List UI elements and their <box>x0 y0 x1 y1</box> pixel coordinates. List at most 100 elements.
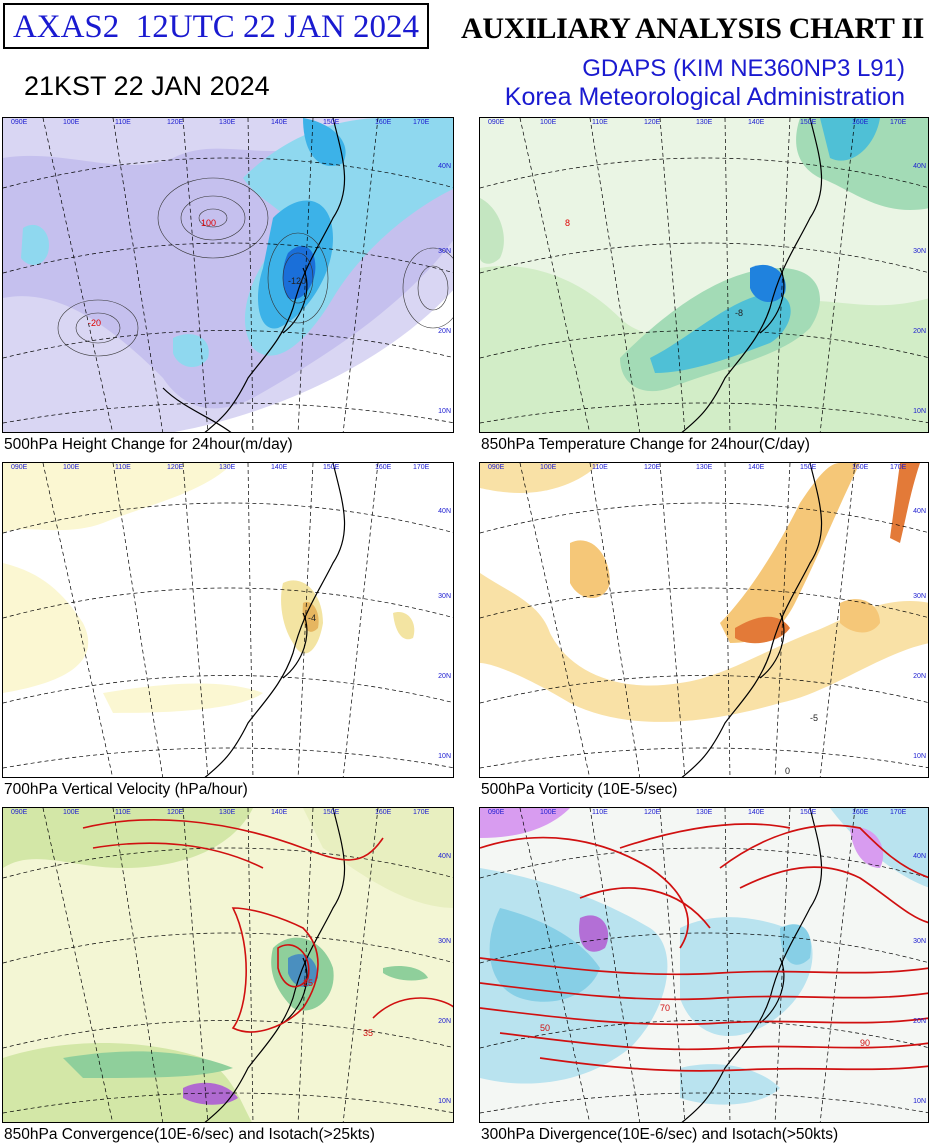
lat-tick-label: 10N <box>913 753 926 760</box>
lat-tick-label: 10N <box>438 753 451 760</box>
lon-tick-label: 160E <box>375 809 392 816</box>
lon-tick-label: 170E <box>890 119 907 126</box>
lat-tick-label: 20N <box>438 328 451 335</box>
lat-tick-label: 30N <box>913 593 926 600</box>
lon-tick-label: 090E <box>488 119 505 126</box>
lon-tick-label: 170E <box>413 809 430 816</box>
lon-tick-label: 100E <box>540 809 557 816</box>
map-canvas <box>480 808 928 1122</box>
lat-lon-grid <box>3 463 453 777</box>
contour-label: -4 <box>308 613 317 623</box>
lon-tick-label: 150E <box>323 809 340 816</box>
coastline <box>204 808 346 1122</box>
lon-tick-label: 090E <box>488 809 505 816</box>
lat-tick-label: 30N <box>913 938 926 945</box>
lon-tick-label: 120E <box>644 809 661 816</box>
agency-name: Korea Meteorological Administration <box>504 83 905 111</box>
lat-tick-label: 20N <box>913 1018 926 1025</box>
contour-label: 8 <box>565 218 571 228</box>
lon-tick-label: 160E <box>375 464 392 471</box>
lon-tick-label: 150E <box>323 119 340 126</box>
coastline <box>681 118 823 432</box>
map-panel-850hpa-convergence[interactable]: 25 35 090E 100E 110E 120E 130E 140E 150E 160E 17… <box>2 807 454 1123</box>
panel-caption: 700hPa Vertical Velocity (hPa/hour) <box>4 781 248 798</box>
lat-tick-label: 20N <box>913 673 926 680</box>
chart-title: AUXILIARY ANALYSIS CHART II <box>461 12 924 45</box>
contour-label: 50 <box>540 1023 551 1033</box>
vorticity-shading <box>480 463 928 722</box>
lon-tick-label: 100E <box>540 119 557 126</box>
lat-tick-label: 20N <box>438 1018 451 1025</box>
local-valid-time: 21KST 22 JAN 2024 <box>24 71 270 101</box>
lon-tick-label: 140E <box>748 464 765 471</box>
lat-tick-label: 40N <box>438 853 451 860</box>
lon-tick-label: 140E <box>748 119 765 126</box>
lon-tick-label: 100E <box>540 464 557 471</box>
panel-caption: 300hPa Divergence(10E-6/sec) and Isotach… <box>481 1126 839 1143</box>
coastline <box>681 463 823 777</box>
coastline <box>681 808 823 1122</box>
contour-label: -5 <box>810 713 819 723</box>
lon-tick-label: 110E <box>115 809 131 816</box>
isotach-contours <box>82 819 453 1033</box>
panel-caption: 500hPa Height Change for 24hour(m/day) <box>4 436 293 453</box>
lon-tick-label: 090E <box>11 464 28 471</box>
lon-tick-label: 120E <box>167 464 184 471</box>
map-canvas <box>3 118 453 432</box>
contour-label: 35 <box>363 1028 374 1038</box>
lon-tick-label: 170E <box>413 119 430 126</box>
lon-tick-label: 140E <box>271 464 288 471</box>
lon-tick-label: 140E <box>748 809 765 816</box>
lon-tick-label: 170E <box>890 809 907 816</box>
lat-tick-label: 40N <box>913 508 926 515</box>
temp-change-shading <box>480 118 928 432</box>
map-canvas <box>480 118 928 432</box>
lon-tick-label: 110E <box>115 119 131 126</box>
lat-lon-grid <box>480 463 928 777</box>
lat-tick-label: 40N <box>438 163 451 170</box>
lat-tick-label: 30N <box>438 593 451 600</box>
lat-tick-label: 40N <box>913 853 926 860</box>
map-panel-500hpa-vorticity[interactable]: 0 -5 090E 100E 110E 120E 130E 140E 150E 160E 170… <box>479 462 929 778</box>
lat-tick-label: 40N <box>438 508 451 515</box>
map-panel-300hpa-divergence[interactable]: 50 70 90 090E 100E 110E 120E 130E 140E 150E 160… <box>479 807 929 1123</box>
lat-lon-grid <box>3 118 453 432</box>
lat-tick-label: 20N <box>913 328 926 335</box>
lat-tick-label: 30N <box>913 248 926 255</box>
convergence-shading <box>3 808 453 1122</box>
map-canvas <box>480 463 928 777</box>
contour-label: 0 <box>785 766 791 776</box>
lon-tick-label: 100E <box>63 119 80 126</box>
isotach-contours <box>480 823 928 1072</box>
product-title-box: AXAS2 12UTC 22 JAN 2024 <box>3 3 429 49</box>
map-panel-700hpa-vertical-velocity[interactable]: -4 090E 100E 110E 120E 130E 140E 150E 160E 170E 1… <box>2 462 454 778</box>
map-canvas <box>3 463 453 777</box>
lat-lon-grid <box>3 808 453 1122</box>
lon-tick-label: 140E <box>271 119 288 126</box>
lon-tick-label: 120E <box>167 809 184 816</box>
lon-tick-label: 130E <box>219 119 236 126</box>
lon-tick-label: 150E <box>323 464 340 471</box>
lon-tick-label: 110E <box>592 464 608 471</box>
lon-tick-label: 100E <box>63 464 80 471</box>
lon-tick-label: 110E <box>592 119 608 126</box>
coastline <box>162 118 346 432</box>
lon-tick-label: 150E <box>800 119 817 126</box>
height-change-shading <box>3 118 453 432</box>
lon-tick-label: 090E <box>11 119 28 126</box>
map-panel-850hpa-temp-change[interactable]: -8 8 090E 100E 110E 120E 130E 140E 150E 160E 170… <box>479 117 929 433</box>
lon-tick-label: 150E <box>800 464 817 471</box>
map-canvas <box>3 808 453 1122</box>
lon-tick-label: 170E <box>413 464 430 471</box>
lat-tick-label: 10N <box>438 1098 451 1105</box>
coastline <box>204 463 346 777</box>
map-panel-500hpa-height-change[interactable]: 100 -20 -120 090E 100E 110E 120E 130E 140E 150… <box>2 117 454 433</box>
lon-tick-label: 120E <box>644 119 661 126</box>
lat-tick-label: 10N <box>913 408 926 415</box>
lon-tick-label: 130E <box>696 464 713 471</box>
panel-caption: 850hPa Convergence(10E-6/sec) and Isotac… <box>4 1126 375 1143</box>
contour-label: -20 <box>88 318 102 328</box>
lat-tick-label: 20N <box>438 673 451 680</box>
lon-tick-label: 160E <box>852 809 869 816</box>
model-name: GDAPS (KIM NE360NP3 L91) <box>582 55 905 82</box>
